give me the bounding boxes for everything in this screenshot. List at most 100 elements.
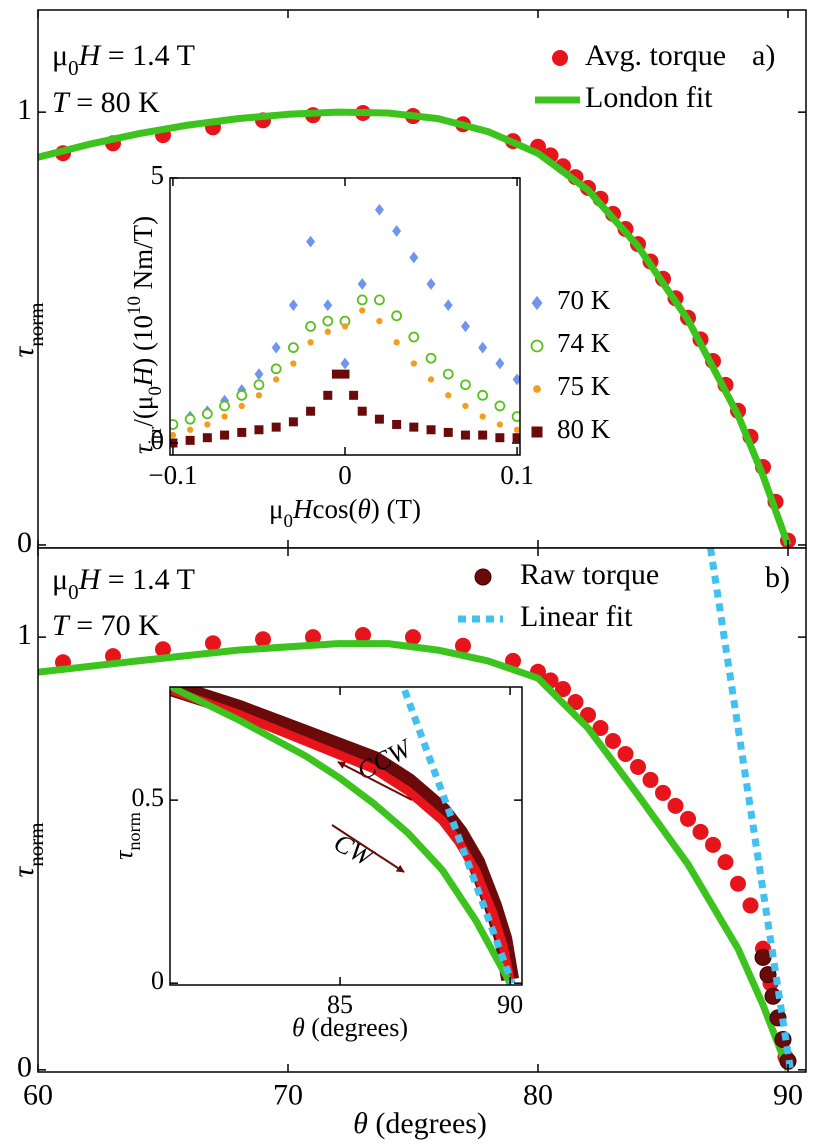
label-part: τ [109, 849, 138, 860]
data-point [374, 414, 384, 424]
label-part: τ [7, 866, 40, 878]
data-point [513, 426, 520, 433]
data-point [376, 317, 383, 325]
label-part: = 70 K [69, 609, 160, 642]
x-axis-label: θ (degrees) [292, 1013, 408, 1042]
annotation: T = 70 K [52, 609, 160, 642]
y-tick-label: 5 [151, 160, 165, 190]
data-point [617, 745, 634, 762]
label-part: μ [269, 494, 283, 524]
data-point [409, 251, 419, 264]
data-point [392, 419, 402, 429]
data-point [359, 307, 366, 314]
line [38, 108, 792, 547]
y-tick-label: 0 [17, 1051, 32, 1084]
label-part: ) (T) [371, 494, 421, 524]
data-point [155, 641, 171, 658]
data-point [341, 323, 349, 330]
label-part: norm [24, 822, 48, 866]
legend-label: 70 K [557, 285, 611, 315]
label-part: = 80 K [69, 86, 160, 119]
label-part: irr [145, 426, 166, 445]
annotation: μ0H = 1.4 T [52, 39, 195, 80]
data-point [331, 369, 341, 379]
label-part: μ [52, 39, 68, 72]
data-point [340, 357, 350, 370]
panel-label: a) [752, 39, 775, 72]
data-point [355, 626, 371, 643]
data-point [692, 823, 709, 840]
data-point [426, 425, 436, 435]
label-part: θ [357, 494, 370, 524]
label-part: θ [353, 1107, 368, 1140]
data-point [479, 413, 486, 420]
data-point [202, 433, 212, 443]
data-point [205, 635, 221, 652]
data-point [742, 897, 759, 914]
data-point [287, 342, 299, 354]
dashed-line [707, 548, 794, 1071]
data-point [288, 417, 298, 427]
frame [169, 686, 523, 986]
data-layer [38, 105, 796, 548]
data-point [255, 631, 271, 648]
label-part: /(μ [128, 396, 158, 427]
data-point [425, 352, 437, 364]
data-point [443, 299, 453, 312]
data-point [460, 430, 470, 440]
data-point [580, 707, 596, 724]
data-point [655, 784, 671, 801]
data-point [478, 341, 488, 354]
data-point [236, 389, 248, 401]
label-part: τ [128, 443, 158, 454]
data-point [426, 278, 436, 290]
line [170, 687, 515, 981]
y-tick-label: 0.5 [132, 783, 165, 812]
legend-label: 80 K [557, 414, 611, 444]
x-axis-label: μ0Hcos(θ) (T) [269, 494, 421, 532]
y-tick-label: 1 [17, 93, 32, 126]
data-point [409, 422, 419, 432]
label-part: θ [292, 1013, 305, 1042]
x-tick-label: 90 [497, 990, 523, 1019]
data-point [322, 315, 334, 327]
label-part: μ [52, 563, 68, 596]
annotation: μ0H = 1.4 T [52, 563, 195, 604]
data-point [374, 203, 384, 216]
data-point [323, 390, 333, 400]
y-axis-label: τnorm [7, 302, 48, 357]
data-point [273, 376, 280, 383]
data-point [237, 427, 247, 437]
x-tick-label: 85 [327, 990, 353, 1019]
data-point [324, 328, 331, 335]
data-point [271, 341, 281, 354]
data-point [219, 400, 230, 412]
label-part: norm [24, 302, 48, 346]
data-point [357, 278, 367, 290]
legend-marker [531, 426, 543, 438]
y-axis-label: τnorm [109, 812, 144, 860]
data-point [393, 339, 400, 346]
label-part: 0 [145, 386, 166, 395]
data-point [357, 406, 367, 416]
data-point [455, 637, 471, 654]
data-point [356, 294, 368, 306]
label-part: (degrees) [305, 1013, 408, 1042]
legend-label: Raw torque [520, 558, 659, 591]
data-point [305, 629, 321, 646]
data-point [255, 392, 263, 399]
label-part: ) (10 [128, 315, 158, 367]
label-part: H [78, 39, 103, 72]
data-point [290, 360, 297, 367]
legend-marker [533, 385, 541, 393]
legend-label: Linear fit [520, 600, 633, 633]
data-point [306, 406, 316, 416]
data-point [512, 433, 520, 443]
y-tick-label: 1 [17, 618, 32, 651]
data-point [642, 771, 659, 788]
data-point [221, 413, 228, 420]
y-tick-label: 0 [17, 526, 32, 559]
data-point [680, 810, 696, 827]
label-part: cos( [312, 494, 357, 524]
